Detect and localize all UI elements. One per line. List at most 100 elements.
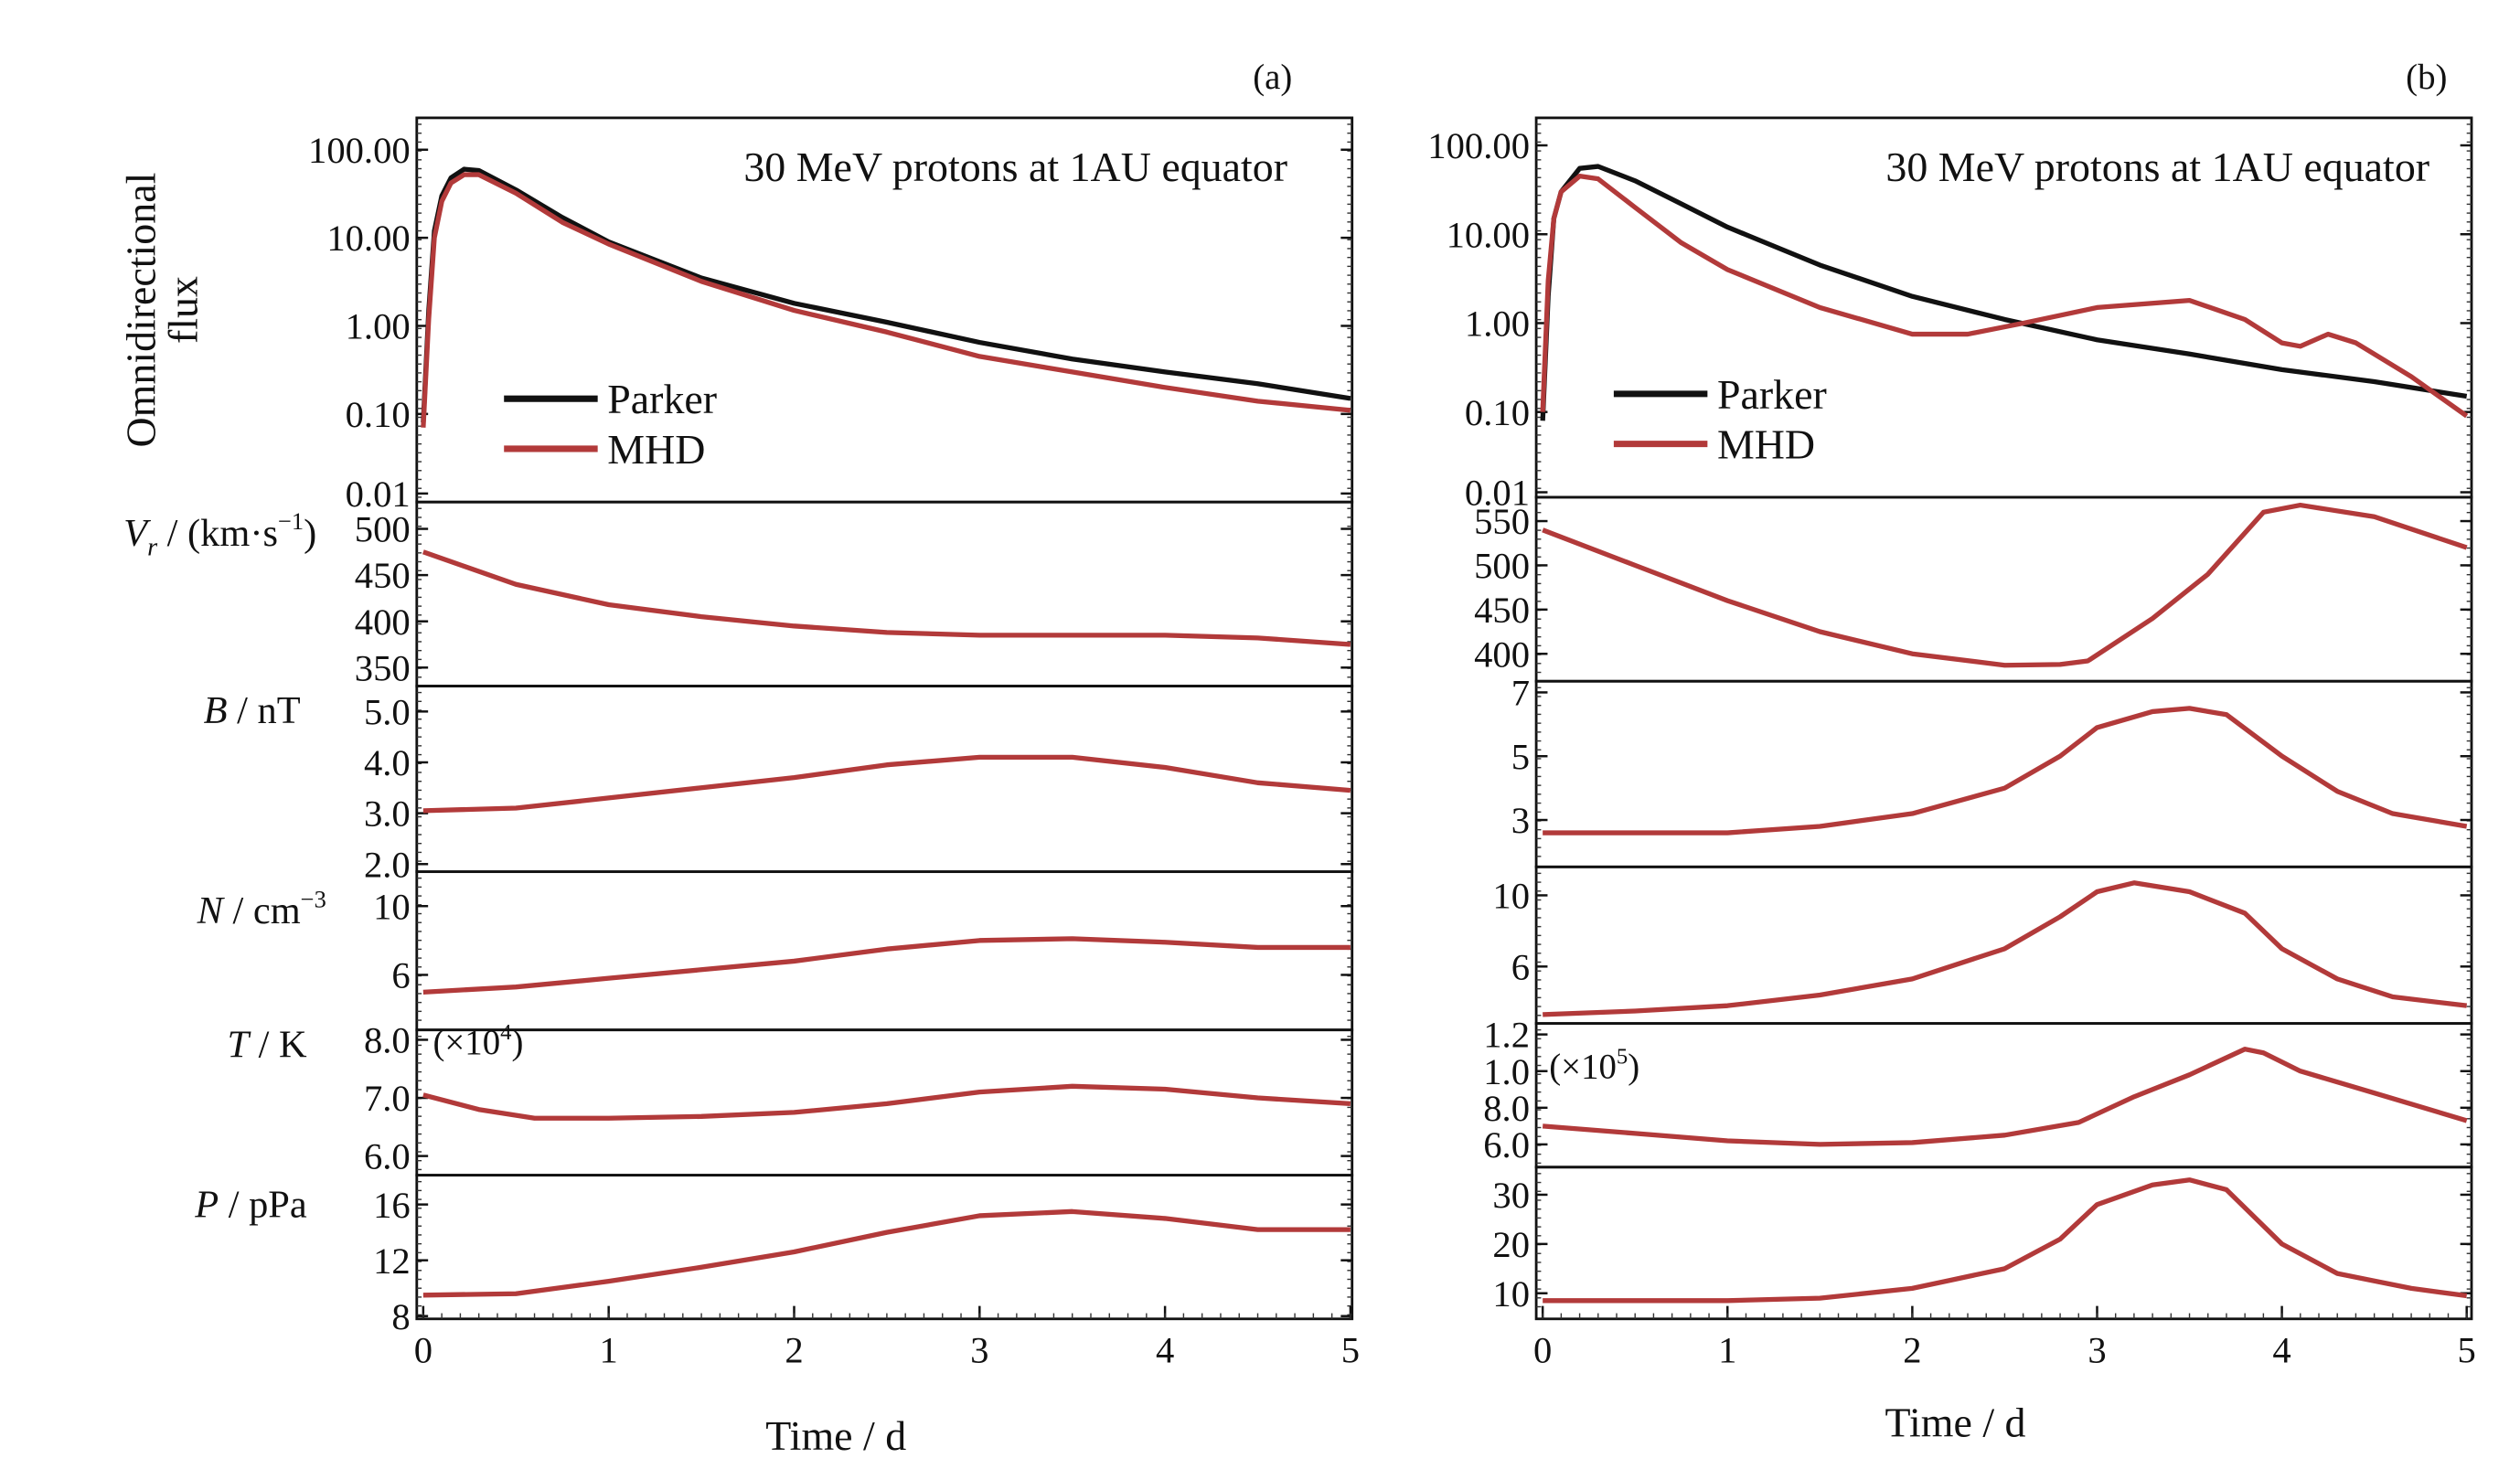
panel-frame	[1534, 865, 2473, 1026]
label-part: P	[194, 1184, 219, 1227]
panel-frame	[415, 1174, 1354, 1321]
y-tick-label: 100.00	[1427, 125, 1530, 166]
y-tick-label: 16	[373, 1185, 411, 1226]
multiplier-label: (×104)	[432, 1020, 523, 1062]
x-tick-label: 3	[2088, 1329, 2106, 1370]
panel-frame	[1534, 1166, 2473, 1321]
label-part: r	[147, 533, 158, 561]
y-axis-label: B / nT	[204, 689, 301, 732]
panel-p: 16 12 8 P / pPa	[194, 1174, 1354, 1337]
x-tick-label: 4	[2272, 1329, 2290, 1370]
y-tick-label: 1.00	[1465, 303, 1530, 345]
series-line-p	[1543, 1177, 2468, 1304]
x-tick-label: 2	[1903, 1329, 1921, 1370]
series-line-b	[422, 754, 1351, 814]
label-part: V	[123, 512, 151, 555]
series-line-b	[1543, 706, 2468, 836]
series-line-mhd	[421, 172, 1351, 428]
y-tick-label: 1.0	[1483, 1051, 1530, 1092]
y-tick-label: 450	[355, 555, 411, 596]
panel-frame	[415, 685, 1354, 874]
y-tick-label: 10	[1492, 1273, 1530, 1315]
label-part: )	[1628, 1048, 1639, 1087]
x-tick-label: 4	[1156, 1329, 1174, 1370]
label-part: (×10	[1549, 1048, 1617, 1087]
annotation: 30 MeV protons at 1AU equator	[1885, 144, 2429, 190]
panel-flux: 100.00 10.00 1.00 0.10 0.01 Omnidirectionalfl…	[118, 116, 1354, 515]
y-tick-label: 6	[1511, 946, 1530, 987]
y-tick-label: 550	[1474, 501, 1530, 542]
y-tick-label: 4.0	[364, 742, 411, 783]
y-tick-label: 500	[355, 509, 411, 550]
label-part: / pPa	[219, 1184, 307, 1227]
x-tick-label: 0	[1533, 1329, 1552, 1370]
x-axis-label: Time / d	[1885, 1400, 2026, 1446]
y-tick-label: 8	[391, 1296, 410, 1337]
y-tick-label: 100.00	[308, 130, 411, 171]
y-tick-label: 10.00	[326, 218, 410, 259]
series-line-parker	[421, 166, 1351, 423]
x-axis-label: Time / d	[765, 1412, 906, 1459]
label-part: T	[228, 1024, 252, 1067]
panel-frame	[1534, 495, 2473, 683]
y-tick-label: 0.10	[346, 394, 411, 435]
x-tick-label: 2	[785, 1329, 803, 1370]
series-line-t	[422, 1083, 1351, 1121]
y-tick-label: 20	[1492, 1224, 1530, 1265]
x-tick-label: 5	[1341, 1329, 1360, 1370]
series-line-p	[422, 1208, 1351, 1298]
y-axis-label: Vr / (km·s−1)	[123, 507, 316, 561]
panel-frame	[1534, 1022, 2473, 1169]
series-line-mhd	[1540, 174, 2469, 419]
panel-flux: 100.00 10.00 1.00 0.10 0.01 30 MeV protons at…	[1427, 116, 2473, 514]
y-tick-label: 6.0	[1483, 1124, 1530, 1166]
y-tick-label: 10.00	[1447, 214, 1530, 255]
y-tick-label: 400	[355, 601, 411, 643]
label-part: 4	[500, 1020, 511, 1045]
label-part: (×10	[432, 1023, 500, 1062]
legend-label-mhd: MHD	[607, 426, 705, 473]
label-part: B	[204, 689, 228, 732]
panel-t: 1.21.08.06.0 (×105)	[1483, 1015, 2473, 1169]
y-tick-label: 5	[1511, 736, 1530, 777]
y-tick-label: 10	[1492, 876, 1530, 917]
series-line-n	[1543, 880, 2468, 1017]
y-tick-label: 350	[355, 647, 411, 688]
y-tick-label: 400	[1474, 633, 1530, 675]
y-tick-label: 30	[1492, 1175, 1530, 1216]
panel-frame	[1534, 679, 2473, 868]
label-part: −3	[301, 885, 326, 912]
y-tick-label: 2.0	[364, 844, 411, 885]
legend-label-parker: Parker	[1717, 371, 1827, 418]
y-tick-label: 3	[1511, 800, 1530, 841]
label-part: N	[197, 889, 226, 932]
panel-n: 10 6 N / cm−3	[197, 870, 1354, 1032]
y-tick-label: 0.10	[1465, 392, 1530, 433]
annotation: 30 MeV protons at 1AU equator	[743, 144, 1287, 190]
y-axis-label: flux	[160, 276, 207, 344]
series-line-t	[1542, 1047, 2468, 1147]
panel-b: 7 5 3	[1511, 673, 2473, 868]
series-line-parker	[1540, 164, 2468, 421]
y-tick-label: 500	[1474, 546, 1530, 587]
y-tick-label: 0.01	[1465, 473, 1530, 514]
legend-label-parker: Parker	[607, 376, 717, 422]
label-part: 5	[1617, 1045, 1628, 1070]
y-tick-label: 8.0	[1483, 1088, 1530, 1129]
y-axis-label: T / K	[228, 1024, 308, 1067]
y-tick-label: 6.0	[364, 1136, 411, 1177]
y-tick-label: 1.2	[1483, 1015, 1530, 1056]
panel-n: 10 6	[1492, 865, 2473, 1026]
label-part: / (km·s	[157, 512, 278, 555]
x-tick-label: 0	[414, 1329, 432, 1370]
y-tick-label: 1.00	[346, 306, 411, 347]
panel-label: (a)	[1253, 58, 1292, 97]
x-tick-label: 1	[600, 1329, 618, 1370]
label-part: −1	[278, 507, 304, 535]
panel-p: 30 20 10	[1492, 1166, 2473, 1321]
label-part: / K	[249, 1024, 307, 1067]
